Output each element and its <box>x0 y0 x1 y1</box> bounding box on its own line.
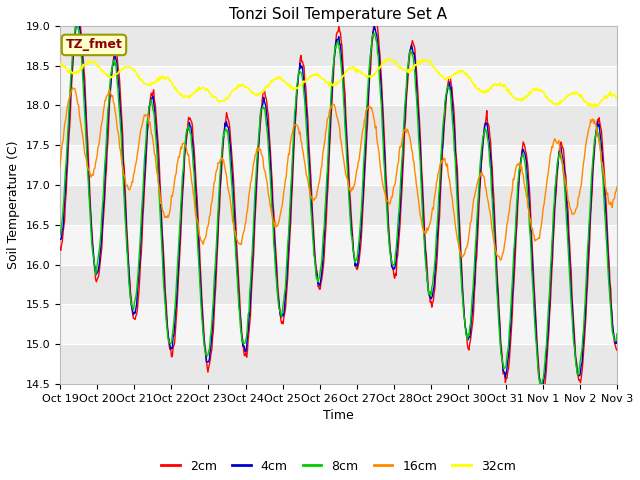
Y-axis label: Soil Temperature (C): Soil Temperature (C) <box>7 141 20 269</box>
Bar <box>60 185 617 225</box>
Bar <box>60 66 617 106</box>
Text: TZ_fmet: TZ_fmet <box>65 38 122 51</box>
Bar <box>60 225 617 264</box>
Bar <box>60 106 617 145</box>
Bar <box>60 26 617 66</box>
Bar <box>60 344 617 384</box>
Legend: 2cm, 4cm, 8cm, 16cm, 32cm: 2cm, 4cm, 8cm, 16cm, 32cm <box>156 455 521 478</box>
Bar <box>60 145 617 185</box>
X-axis label: Time: Time <box>323 409 354 422</box>
Bar <box>60 264 617 304</box>
Bar <box>60 304 617 344</box>
Title: Tonzi Soil Temperature Set A: Tonzi Soil Temperature Set A <box>230 7 447 22</box>
